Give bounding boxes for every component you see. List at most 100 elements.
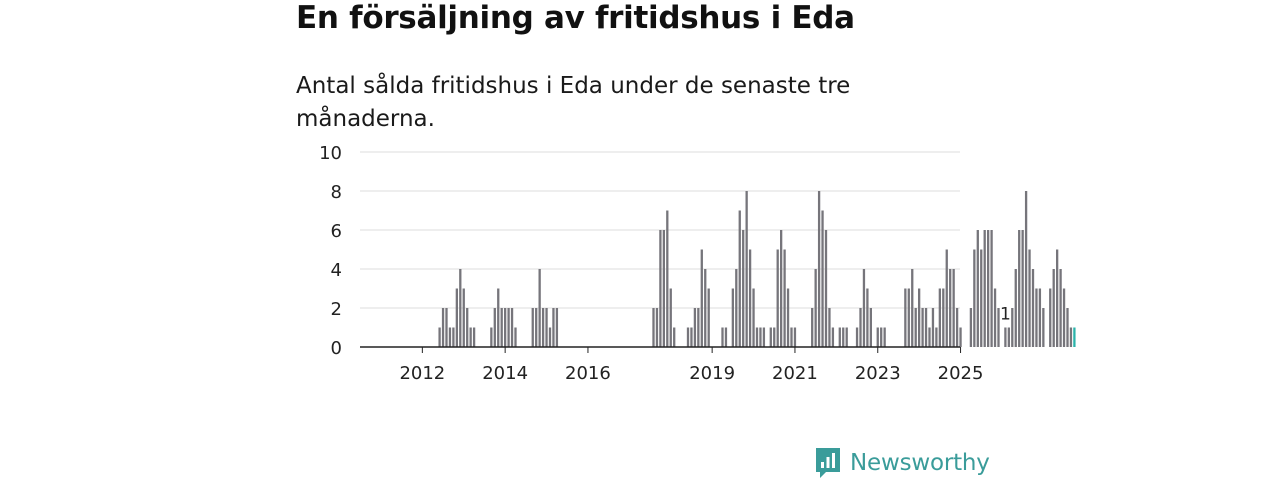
bar xyxy=(700,249,703,347)
bar xyxy=(469,327,472,347)
bar xyxy=(1073,327,1076,347)
bar xyxy=(1014,269,1017,347)
bar xyxy=(545,308,548,347)
bar xyxy=(500,308,503,347)
bar xyxy=(731,288,734,347)
y-tick-label: 8 xyxy=(331,182,342,203)
bar xyxy=(918,288,921,347)
y-tick-label: 2 xyxy=(331,299,342,320)
bar xyxy=(752,288,755,347)
bar xyxy=(748,249,752,347)
bar xyxy=(780,230,783,347)
x-tick-label: 2016 xyxy=(565,363,611,384)
bar xyxy=(538,269,541,347)
bar xyxy=(776,249,779,347)
bar xyxy=(876,327,879,347)
bar xyxy=(669,288,672,347)
bar xyxy=(697,308,700,347)
x-tick-label: 2014 xyxy=(482,363,528,384)
bar xyxy=(814,269,817,347)
bar xyxy=(531,308,534,347)
bar xyxy=(831,327,835,347)
bar xyxy=(510,308,514,347)
bar xyxy=(742,230,745,347)
bar xyxy=(504,308,507,347)
bar xyxy=(459,269,462,347)
bar xyxy=(1052,269,1055,347)
bars xyxy=(438,191,1076,347)
bar xyxy=(959,327,962,347)
bar xyxy=(1035,288,1038,347)
bar xyxy=(541,308,545,347)
bar xyxy=(555,308,559,347)
bar xyxy=(859,308,862,347)
y-tick-label: 0 xyxy=(331,338,342,359)
bar xyxy=(666,210,669,347)
bar xyxy=(755,327,759,347)
bar xyxy=(793,327,797,347)
bar xyxy=(514,327,517,347)
bar xyxy=(1007,327,1010,347)
bar xyxy=(883,327,886,347)
bar xyxy=(938,288,941,347)
bar xyxy=(817,191,821,347)
bar xyxy=(707,288,710,347)
bar xyxy=(1011,308,1014,347)
bar xyxy=(935,327,938,347)
bar xyxy=(786,288,790,347)
bar xyxy=(1062,288,1066,347)
y-tick-label: 6 xyxy=(331,221,342,242)
bar xyxy=(790,327,793,347)
bar xyxy=(973,249,976,347)
bar xyxy=(655,308,659,347)
bar xyxy=(1056,249,1059,347)
bar xyxy=(690,327,693,347)
x-axis: 2012 2014 2016 2019 2021 2023 2025 xyxy=(360,346,984,384)
bar xyxy=(735,269,738,347)
bar xyxy=(1031,269,1035,347)
y-tick-label: 10 xyxy=(319,143,342,164)
bar xyxy=(955,308,959,347)
bar xyxy=(552,308,555,347)
bar xyxy=(976,230,979,347)
bar xyxy=(721,327,724,347)
bar xyxy=(466,308,469,347)
bar xyxy=(704,269,707,347)
bar xyxy=(821,210,824,347)
bar xyxy=(507,308,510,347)
bar xyxy=(686,327,690,347)
bar xyxy=(659,230,662,347)
y-tick-label: 4 xyxy=(331,260,342,281)
bar xyxy=(662,230,665,347)
x-tick-label: 2019 xyxy=(689,363,735,384)
bar xyxy=(942,288,945,347)
bar xyxy=(845,327,848,347)
bar xyxy=(1004,327,1007,347)
bar xyxy=(987,230,990,347)
chart-subtitle: Antal sålda fritidshus i Eda under de se… xyxy=(296,73,851,132)
x-tick-label: 2023 xyxy=(855,363,901,384)
bar xyxy=(1038,288,1042,347)
bar xyxy=(769,327,772,347)
bar xyxy=(472,327,476,347)
bar xyxy=(811,308,814,347)
bar xyxy=(745,191,748,347)
bar xyxy=(548,327,552,347)
bar xyxy=(497,288,500,347)
data-label: 1 xyxy=(1000,305,1011,325)
bar xyxy=(931,308,935,347)
brand-logo: Newsworthy xyxy=(814,446,990,480)
bar xyxy=(842,327,845,347)
bar xyxy=(738,210,741,347)
x-tick-label: 2025 xyxy=(938,363,984,384)
bar xyxy=(983,230,986,347)
bar xyxy=(759,327,762,347)
bar xyxy=(869,308,872,347)
bar xyxy=(952,269,955,347)
x-tick-label: 2012 xyxy=(399,363,445,384)
bar xyxy=(762,327,766,347)
bar xyxy=(462,288,465,347)
annotations: 1 xyxy=(1000,305,1011,325)
bar xyxy=(693,308,697,347)
